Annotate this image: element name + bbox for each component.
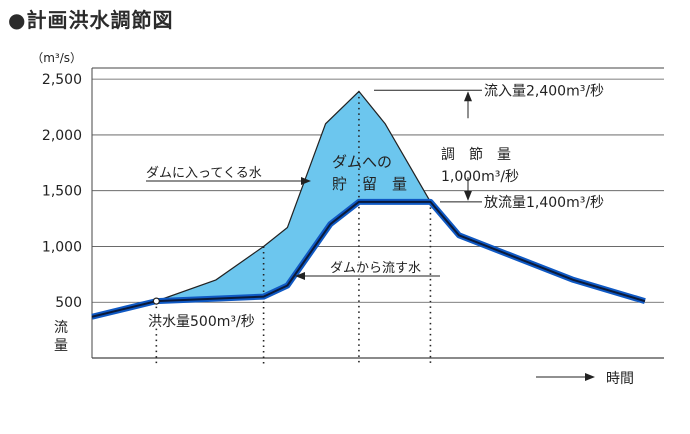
y-tick-label: 500 [55,295,82,311]
regulation-label: 調 節 量 [441,146,511,163]
inflow-label: ダムに入ってくる水 [146,166,262,181]
y-tick-label: 2,500 [42,72,82,88]
storage-label: ダムへの貯 留 量 [332,153,407,193]
outflow-label: ダムから流す水 [330,261,421,276]
flood-point-label: 洪水量500m³/秒 [148,314,255,330]
y-tick-label: 1,500 [42,184,82,200]
page-title: ●計画洪水調節図 [8,8,174,32]
y-axis-label: 流量 [54,320,68,354]
storage-area [92,91,645,317]
regulation-value: 1,000m³/秒 [441,169,519,185]
y-unit-label: （m³/s） [31,51,82,65]
outflow-peak-label: 放流量1,400m³/秒 [484,195,604,211]
inflow-peak-label: 流入量2,400m³/秒 [484,83,604,99]
flood-point-marker [152,297,160,305]
x-axis-label: 時間 [606,371,634,387]
y-tick-label: 2,000 [42,128,82,144]
outflow-line-core [91,200,646,318]
y-tick-label: 1,000 [42,239,82,255]
